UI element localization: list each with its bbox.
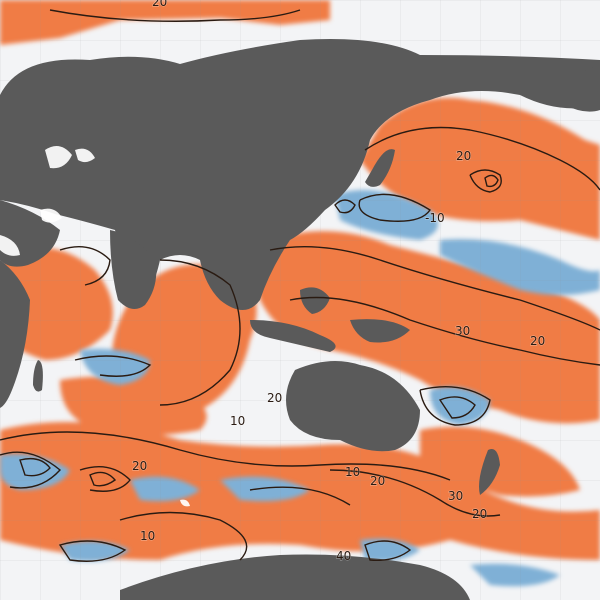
land-eurasia	[0, 39, 600, 310]
contour-line-22	[58, 540, 127, 562]
contour-label-6: 10	[230, 414, 245, 428]
contour-line-19	[249, 486, 351, 506]
contour-line-20	[329, 469, 501, 517]
contour-line-16	[79, 466, 131, 492]
contour-line-13	[438, 396, 476, 419]
ice-patch-3	[40, 208, 62, 223]
land-antarctica	[120, 554, 470, 600]
contour-label-4: 30	[455, 324, 470, 338]
land-africa	[0, 260, 30, 408]
contour-line-18	[0, 431, 451, 481]
land-india	[110, 230, 157, 309]
land-new-zealand	[479, 449, 500, 495]
contour-line-3	[469, 169, 502, 193]
land-borneo	[300, 287, 330, 314]
contour-labels: 20 20 -10 30 20 10 20 20 10 20 30 20 10 …	[131, 0, 545, 564]
ice-patch-5	[180, 499, 190, 507]
contour-label-9: 10	[345, 465, 360, 479]
land-madagascar	[33, 360, 43, 392]
contour-label-11: 30	[448, 489, 463, 503]
ice-patch-1	[45, 146, 72, 169]
contour-line-12	[419, 385, 491, 426]
contour-label-12: 20	[472, 507, 487, 521]
contour-line-17	[89, 471, 117, 487]
contour-label-8: 20	[132, 459, 147, 473]
contour-line-23	[364, 540, 412, 561]
contour-label-5: 20	[530, 334, 545, 348]
ice-patches	[0, 146, 190, 507]
contour-line-21	[119, 511, 248, 561]
ice-patch-2	[75, 148, 95, 163]
contour-line-14	[0, 451, 62, 489]
contour-label-7: 20	[267, 391, 282, 405]
contour-label-14: 40	[336, 549, 351, 563]
land-indonesia	[250, 320, 336, 352]
contour-label-10: 20	[370, 474, 385, 488]
contour-line-2	[364, 126, 600, 191]
land-new-guinea	[350, 319, 410, 343]
contour-line-10	[59, 246, 111, 286]
contour-label-13: 10	[140, 529, 155, 543]
contour-line-8	[289, 296, 600, 366]
contour-line-11	[74, 355, 152, 377]
land-north-america-edge	[560, 65, 600, 112]
contour-line-1	[49, 9, 301, 22]
contour-line-6	[334, 199, 356, 214]
contour-line-9	[159, 259, 241, 406]
land-japan	[365, 149, 395, 187]
contour-line-7	[269, 245, 600, 331]
contour-lines	[0, 9, 600, 562]
land-layer	[0, 39, 600, 600]
contour-line-4	[484, 174, 499, 188]
contour-label-3: -10	[425, 211, 445, 225]
contour-label-2: 20	[456, 149, 471, 163]
contour-label-1: 20	[152, 0, 167, 9]
contour-line-15	[19, 457, 51, 477]
contour-line-5	[358, 193, 431, 222]
ice-patch-4	[0, 235, 20, 256]
land-australia	[286, 361, 420, 452]
